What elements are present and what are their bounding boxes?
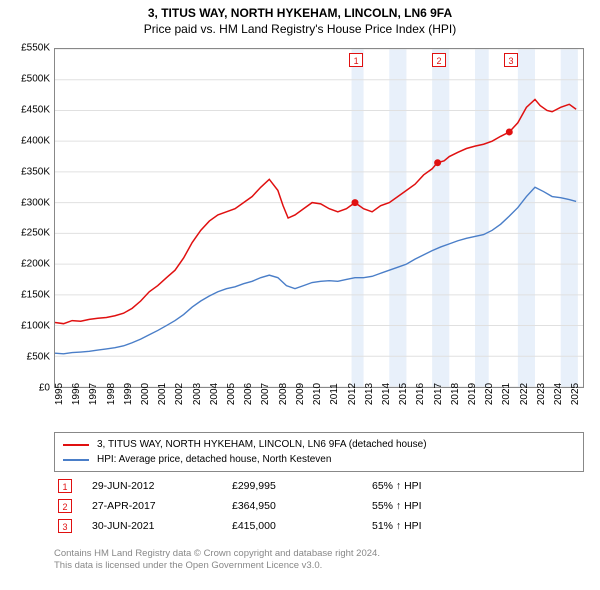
x-tick-label: 2022 (519, 383, 530, 405)
x-tick-label: 1995 (54, 383, 65, 405)
x-tick-label: 2011 (329, 383, 340, 405)
x-tick-label: 2024 (553, 383, 564, 405)
x-tick-label: 2000 (140, 383, 151, 405)
legend-item: 3, TITUS WAY, NORTH HYKEHAM, LINCOLN, LN… (63, 437, 575, 452)
x-tick-label: 1997 (88, 383, 99, 405)
x-tick-label: 2015 (398, 383, 409, 405)
transaction-price: £364,950 (232, 500, 372, 512)
x-tick-label: 2014 (381, 383, 392, 405)
y-tick-label: £50K (27, 352, 50, 363)
footer-attribution: Contains HM Land Registry data © Crown c… (54, 548, 584, 573)
x-tick-label: 2023 (536, 383, 547, 405)
x-tick-label: 2004 (209, 383, 220, 405)
chart-plot-area: 1 2 3 (54, 48, 584, 388)
y-tick-label: £500K (21, 73, 50, 84)
transaction-date: 29-JUN-2012 (92, 480, 232, 492)
y-tick-label: £300K (21, 197, 50, 208)
y-tick-label: £100K (21, 321, 50, 332)
x-tick-label: 2008 (278, 383, 289, 405)
legend-label: 3, TITUS WAY, NORTH HYKEHAM, LINCOLN, LN… (97, 439, 427, 450)
x-tick-label: 2025 (570, 383, 581, 405)
x-tick-label: 1998 (106, 383, 117, 405)
x-tick-label: 2010 (312, 383, 323, 405)
x-tick-label: 2019 (467, 383, 478, 405)
legend-item: HPI: Average price, detached house, Nort… (63, 452, 575, 467)
table-row: 3 30-JUN-2021 £415,000 51% ↑ HPI (54, 516, 584, 536)
chart-marker-badge: 2 (432, 53, 446, 67)
x-axis: 1995199619971998199920002001200220032004… (54, 388, 584, 430)
y-tick-label: £0 (39, 383, 50, 394)
x-tick-label: 2018 (450, 383, 461, 405)
y-tick-label: £200K (21, 259, 50, 270)
chart-marker-badge: 3 (504, 53, 518, 67)
legend-swatch (63, 444, 89, 446)
transaction-badge: 1 (58, 479, 72, 493)
y-tick-label: £400K (21, 135, 50, 146)
transaction-badge: 3 (58, 519, 72, 533)
x-tick-label: 2002 (174, 383, 185, 405)
x-tick-label: 2021 (501, 383, 512, 405)
y-tick-label: £150K (21, 290, 50, 301)
y-tick-label: £550K (21, 43, 50, 54)
legend-label: HPI: Average price, detached house, Nort… (97, 454, 331, 465)
y-tick-label: £450K (21, 104, 50, 115)
x-tick-label: 1999 (123, 383, 134, 405)
transaction-pct-vs-hpi: 65% ↑ HPI (372, 480, 492, 492)
transaction-date: 30-JUN-2021 (92, 520, 232, 532)
table-row: 2 27-APR-2017 £364,950 55% ↑ HPI (54, 496, 584, 516)
x-tick-label: 1996 (71, 383, 82, 405)
x-tick-label: 2005 (226, 383, 237, 405)
transaction-price: £415,000 (232, 520, 372, 532)
legend-swatch (63, 459, 89, 461)
x-tick-label: 2017 (433, 383, 444, 405)
footer-line: This data is licensed under the Open Gov… (54, 560, 584, 572)
transaction-pct-vs-hpi: 55% ↑ HPI (372, 500, 492, 512)
y-axis: £0£50K£100K£150K£200K£250K£300K£350K£400… (0, 48, 54, 388)
chart-marker-badge: 1 (349, 53, 363, 67)
transaction-date: 27-APR-2017 (92, 500, 232, 512)
legend-box: 3, TITUS WAY, NORTH HYKEHAM, LINCOLN, LN… (54, 432, 584, 472)
x-tick-label: 2009 (295, 383, 306, 405)
y-tick-label: £250K (21, 228, 50, 239)
x-tick-label: 2006 (243, 383, 254, 405)
title-block: 3, TITUS WAY, NORTH HYKEHAM, LINCOLN, LN… (0, 0, 600, 40)
title-subtitle: Price paid vs. HM Land Registry's House … (0, 22, 600, 36)
transaction-pct-vs-hpi: 51% ↑ HPI (372, 520, 492, 532)
title-address: 3, TITUS WAY, NORTH HYKEHAM, LINCOLN, LN… (0, 6, 600, 20)
chart-container: 3, TITUS WAY, NORTH HYKEHAM, LINCOLN, LN… (0, 0, 600, 590)
x-tick-label: 2001 (157, 383, 168, 405)
x-tick-label: 2012 (347, 383, 358, 405)
x-tick-label: 2013 (364, 383, 375, 405)
x-tick-label: 2007 (260, 383, 271, 405)
transactions-table: 1 29-JUN-2012 £299,995 65% ↑ HPI 2 27-AP… (54, 476, 584, 536)
transaction-price: £299,995 (232, 480, 372, 492)
x-tick-label: 2016 (415, 383, 426, 405)
y-tick-label: £350K (21, 166, 50, 177)
x-tick-label: 2003 (192, 383, 203, 405)
x-tick-label: 2020 (484, 383, 495, 405)
chart-svg (55, 49, 583, 387)
transaction-badge: 2 (58, 499, 72, 513)
table-row: 1 29-JUN-2012 £299,995 65% ↑ HPI (54, 476, 584, 496)
footer-line: Contains HM Land Registry data © Crown c… (54, 548, 584, 560)
